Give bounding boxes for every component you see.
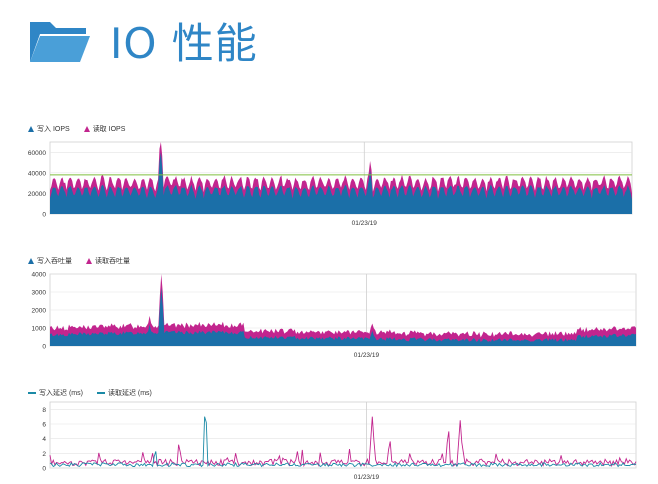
legend-write-marker	[28, 126, 34, 132]
legend-item-read-latency: 读取延迟 (ms)	[96, 388, 152, 398]
plot-frame	[49, 401, 637, 469]
legend-item-write-latency: 写入延迟 (ms)	[28, 388, 83, 398]
write-iops-area	[50, 152, 632, 214]
page-header: IO 性能	[28, 10, 258, 70]
latency-legend: 写入延迟 (ms) 读取延迟 (ms)	[28, 388, 152, 398]
page-title: IO 性能	[110, 18, 258, 68]
throughput-plot: 4000 3000 2000 1000 0 01/23/19	[32, 272, 637, 359]
throughput-legend: 写入吞吐量 读取吞吐量	[28, 256, 130, 266]
y-tick-label: 20000	[28, 191, 46, 198]
y-tick-label: 3000	[32, 290, 47, 297]
legend-write-marker	[28, 258, 34, 264]
legend-item-write-iops: 写入 IOPS	[28, 124, 70, 134]
throughput-chart: 写入吞吐量 读取吞吐量 4000 3000 2000 1000 0 01/23/19	[22, 256, 644, 364]
legend-item-read-throughput: 读取吞吐量	[86, 256, 130, 266]
y-tick-label: 2	[42, 451, 46, 458]
x-tick-label: 01/23/19	[354, 474, 380, 481]
y-tick-label: 4000	[32, 272, 47, 279]
y-tick-label: 2000	[32, 308, 47, 315]
legend-item-write-throughput: 写入吞吐量	[28, 256, 72, 266]
y-tick-label: 8	[42, 407, 46, 414]
y-tick-label: 4	[42, 436, 46, 443]
y-tick-label: 0	[42, 212, 46, 219]
iops-plot: 60000 40000 20000 0 01/23/19	[28, 141, 633, 227]
write-latency-line	[49, 416, 637, 468]
iops-legend: 写入 IOPS 读取 IOPS	[28, 124, 125, 134]
y-tick-label: 1000	[32, 326, 47, 333]
iops-chart: 写入 IOPS 读取 IOPS 60000 40000 20000 0 01/23/19	[22, 122, 644, 230]
folder-icon	[30, 22, 90, 62]
legend-write-label: 写入吞吐量	[37, 258, 72, 265]
x-tick-label: 01/23/19	[354, 352, 380, 359]
read-throughput-area	[50, 274, 636, 346]
y-tick-label: 0	[42, 344, 46, 351]
y-tick-label: 6	[42, 422, 46, 429]
legend-write-label: 写入 IOPS	[37, 126, 70, 133]
legend-read-label: 读取吞吐量	[95, 258, 130, 265]
read-iops-area	[50, 142, 632, 214]
latency-chart: 写入延迟 (ms) 读取延迟 (ms) 8 6 4 2 0 01/23/19	[22, 388, 644, 482]
x-tick-label: 01/23/19	[352, 220, 378, 227]
write-throughput-area	[50, 287, 636, 346]
legend-write-marker	[28, 392, 36, 394]
legend-read-marker	[86, 258, 92, 264]
legend-read-label: 读取 IOPS	[92, 126, 126, 133]
legend-item-read-iops: 读取 IOPS	[83, 124, 126, 134]
y-tick-label: 0	[42, 466, 46, 473]
legend-write-label: 写入延迟 (ms)	[39, 390, 83, 397]
legend-read-marker	[83, 126, 90, 132]
latency-plot: 8 6 4 2 0 01/23/19	[42, 401, 637, 481]
legend-read-marker	[96, 392, 105, 394]
legend-read-label: 读取延迟 (ms)	[107, 390, 152, 397]
y-tick-label: 60000	[28, 150, 46, 157]
y-tick-label: 40000	[28, 170, 46, 177]
